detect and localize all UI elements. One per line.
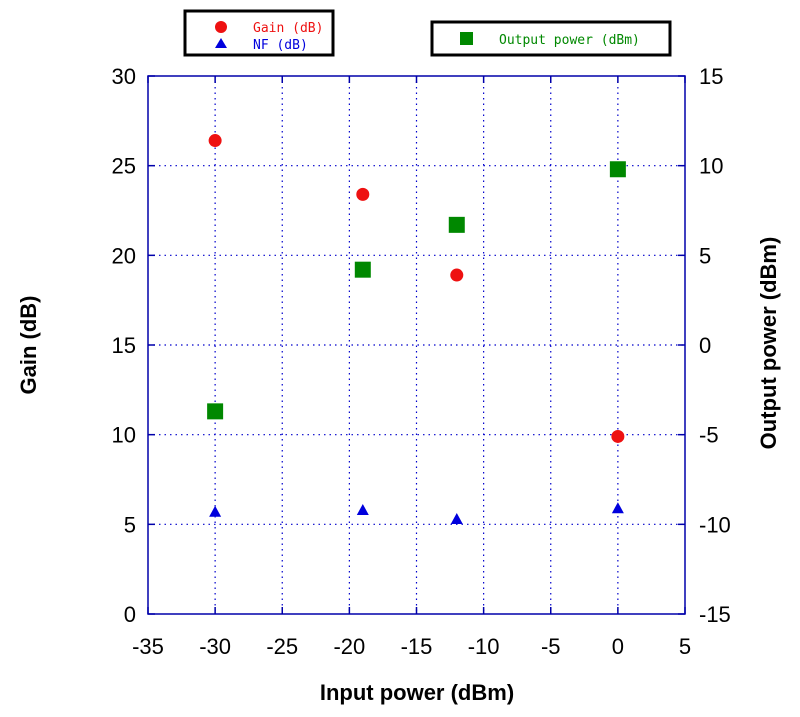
nf-point xyxy=(611,502,624,514)
output-power-point xyxy=(207,403,224,420)
legend-nf-label: NF (dB) xyxy=(253,38,308,53)
grid-lines xyxy=(148,76,685,614)
y-axis-left-label: Gain (dB) xyxy=(16,296,41,395)
y-right-tick-label: 5 xyxy=(699,243,711,268)
legend-nf-marker xyxy=(215,38,227,48)
x-tick-label: -5 xyxy=(541,634,561,659)
output-power-point xyxy=(609,161,626,178)
y-right-tick-label: 15 xyxy=(699,64,723,89)
y-right-tick-label: -5 xyxy=(699,423,719,448)
y-right-tick-label: 10 xyxy=(699,154,723,179)
gain-point xyxy=(356,187,370,201)
x-tick-label: -35 xyxy=(132,634,164,659)
legend-gain-marker xyxy=(215,21,227,33)
output-power-point xyxy=(354,261,371,278)
y-left-tick-label: 20 xyxy=(112,243,136,268)
x-axis-label: Input power (dBm) xyxy=(320,680,514,705)
x-tick-label: -20 xyxy=(333,634,365,659)
y-left-tick-label: 25 xyxy=(112,154,136,179)
legend-gain-label: Gain (dB) xyxy=(253,21,323,36)
y-left-tick-label: 0 xyxy=(124,602,136,627)
axis-ticks xyxy=(147,75,686,615)
x-tick-label: -25 xyxy=(266,634,298,659)
x-tick-label: 0 xyxy=(612,634,624,659)
x-tick-label: -10 xyxy=(468,634,500,659)
x-tick-label: -30 xyxy=(199,634,231,659)
x-tick-label: 5 xyxy=(679,634,691,659)
data-points xyxy=(207,134,626,524)
y-right-tick-label: -10 xyxy=(699,512,731,537)
nf-point xyxy=(356,503,369,515)
y-axis-right-label: Output power (dBm) xyxy=(756,237,781,450)
nf-point xyxy=(209,505,222,517)
y-left-tick-label: 10 xyxy=(112,423,136,448)
tick-labels: -35 -30 -25 -20 -15 -10 -5 0 5 0 5 10 15 20 25 30 -15 -10… xyxy=(112,64,731,659)
y-left-tick-label: 5 xyxy=(124,512,136,537)
legend-output-label: Output power (dBm) xyxy=(499,33,640,48)
gain-point xyxy=(450,268,464,282)
legend-right: Output power (dBm) xyxy=(430,20,672,57)
legend-left: Gain (dB) NF (dB) xyxy=(183,9,335,57)
y-right-tick-label: -15 xyxy=(699,602,731,627)
y-left-tick-label: 15 xyxy=(112,333,136,358)
gain-point xyxy=(208,134,222,148)
legend-left-box xyxy=(183,9,335,57)
gain-point xyxy=(611,429,625,443)
output-power-point xyxy=(448,216,465,233)
y-right-tick-label: 0 xyxy=(699,333,711,358)
y-left-tick-label: 30 xyxy=(112,64,136,89)
nf-point xyxy=(450,512,463,524)
x-tick-label: -15 xyxy=(401,634,433,659)
legend-output-marker xyxy=(460,32,473,45)
